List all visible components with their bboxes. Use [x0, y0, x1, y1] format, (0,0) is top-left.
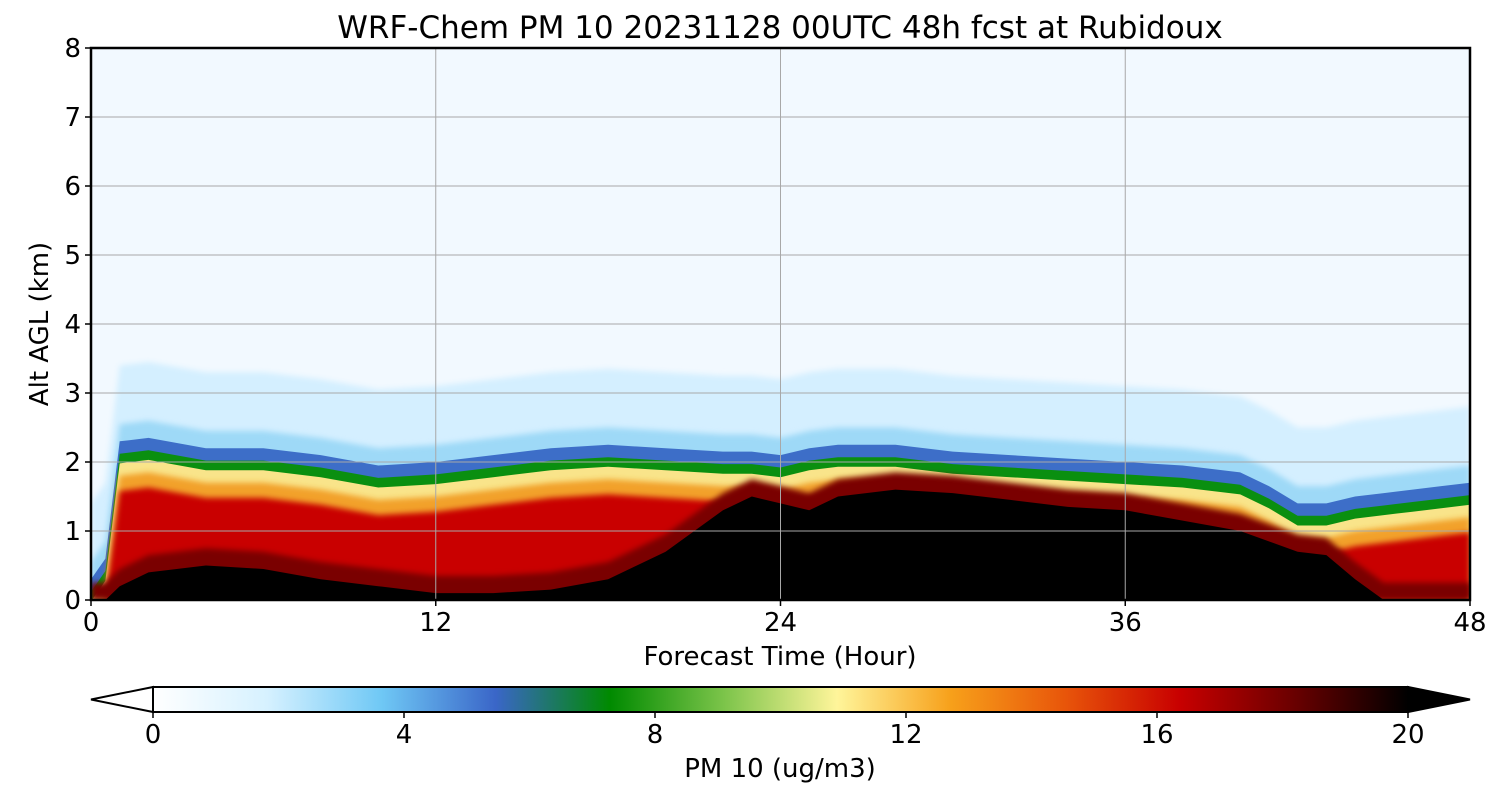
y-tick-label: 2 [64, 448, 81, 478]
y-axis: 0 1 2 3 4 5 6 7 8 [64, 34, 91, 616]
y-tick-label: 3 [64, 379, 81, 409]
x-tick-label: 48 [1453, 608, 1486, 638]
colorbar-label: PM 10 (ug/m3) [684, 754, 876, 784]
y-tick-label: 5 [64, 241, 81, 271]
y-tick-label: 0 [64, 586, 81, 616]
colorbar-tick-label: 16 [1140, 720, 1173, 750]
colorbar: 0 4 8 12 16 20 PM 10 (ug/m3) [90, 685, 1471, 784]
colorbar-extend-high [1407, 685, 1471, 714]
y-tick-label: 7 [64, 103, 81, 133]
gridlines [91, 48, 1470, 600]
x-tick-label: 0 [83, 608, 100, 638]
x-tick-label: 24 [764, 608, 797, 638]
colorbar-body [152, 686, 1409, 713]
y-axis-label: Alt AGL (km) [25, 242, 55, 406]
plot-area [91, 48, 1470, 600]
colorbar-tick-label: 20 [1391, 720, 1424, 750]
y-tick-label: 4 [64, 310, 81, 340]
x-tick-label: 12 [419, 608, 452, 638]
chart-title: WRF-Chem PM 10 20231128 00UTC 48h fcst a… [337, 10, 1222, 46]
y-tick-label: 8 [64, 34, 81, 64]
y-tick-label: 6 [64, 172, 81, 202]
colorbar-tick-label: 0 [145, 720, 162, 750]
colorbar-tick-label: 8 [647, 720, 664, 750]
x-axis: 0 12 24 36 48 [83, 600, 1487, 638]
colorbar-extend-low [90, 685, 154, 714]
colorbar-tick-label: 12 [889, 720, 922, 750]
colorbar-tick-label: 4 [396, 720, 413, 750]
x-axis-label: Forecast Time (Hour) [643, 642, 916, 672]
y-tick-label: 1 [64, 517, 81, 547]
colorbar-ticks: 0 4 8 12 16 20 [145, 712, 1425, 750]
x-tick-label: 36 [1109, 608, 1142, 638]
